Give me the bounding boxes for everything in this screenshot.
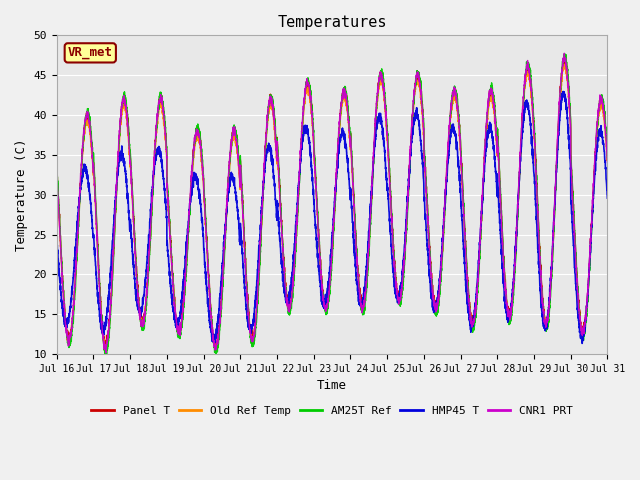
Text: VR_met: VR_met bbox=[68, 47, 113, 60]
Legend: Panel T, Old Ref Temp, AM25T Ref, HMP45 T, CNR1 PRT: Panel T, Old Ref Temp, AM25T Ref, HMP45 … bbox=[87, 401, 577, 420]
X-axis label: Time: Time bbox=[317, 379, 347, 392]
Title: Temperatures: Temperatures bbox=[277, 15, 387, 30]
Y-axis label: Temperature (C): Temperature (C) bbox=[15, 138, 28, 251]
